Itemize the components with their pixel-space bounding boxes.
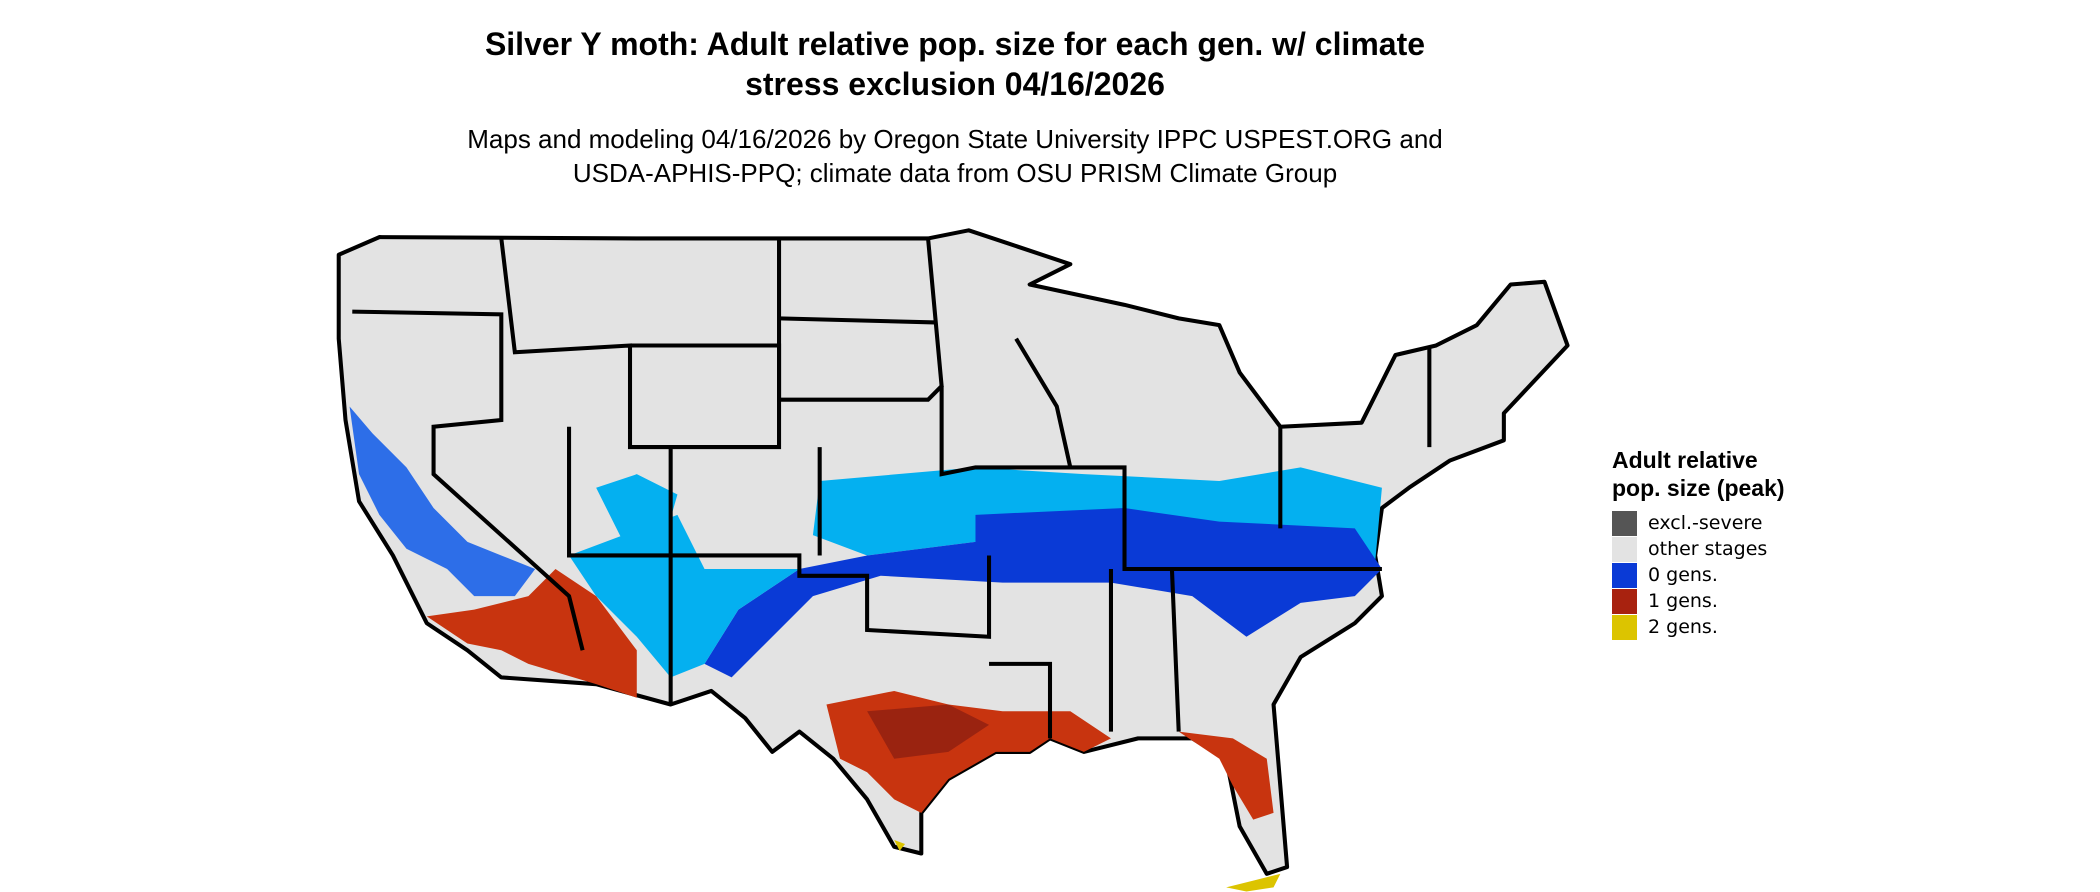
- legend-swatch: [1612, 536, 1637, 562]
- legend-item: 2 gens.: [1612, 614, 1802, 640]
- legend: Adult relative pop. size (peak) excl.-se…: [1612, 446, 1802, 640]
- title: Silver Y moth: Adult relative pop. size …: [484, 26, 1426, 102]
- legend-title: Adult relative pop. size (peak): [1612, 447, 1785, 501]
- zone-1-gens: [426, 569, 1274, 820]
- legend-swatch: [1612, 614, 1637, 640]
- legend-label: 0 gens.: [1648, 564, 1718, 586]
- subtitle: Maps and modeling 04/16/2026 by Oregon S…: [467, 124, 1443, 188]
- legend-label: 2 gens.: [1648, 616, 1718, 638]
- legend-item: 0 gens.: [1612, 562, 1802, 588]
- legend-item: 1 gens.: [1612, 588, 1802, 614]
- legend-item: excl.-severe: [1612, 510, 1802, 536]
- legend-label: 1 gens.: [1648, 590, 1718, 612]
- legend-swatch: [1612, 562, 1637, 588]
- legend-item: other stages: [1612, 536, 1802, 562]
- state-borders: [352, 238, 1432, 739]
- legend-swatch: [1612, 510, 1637, 536]
- legend-label: other stages: [1648, 538, 1768, 560]
- legend-items: excl.-severe other stages 0 gens. 1 gens. 2 …: [1612, 510, 1802, 640]
- zone-2-gens: [894, 839, 1281, 892]
- legend-swatch: [1612, 588, 1637, 614]
- legend-label: excl.-severe: [1648, 512, 1763, 534]
